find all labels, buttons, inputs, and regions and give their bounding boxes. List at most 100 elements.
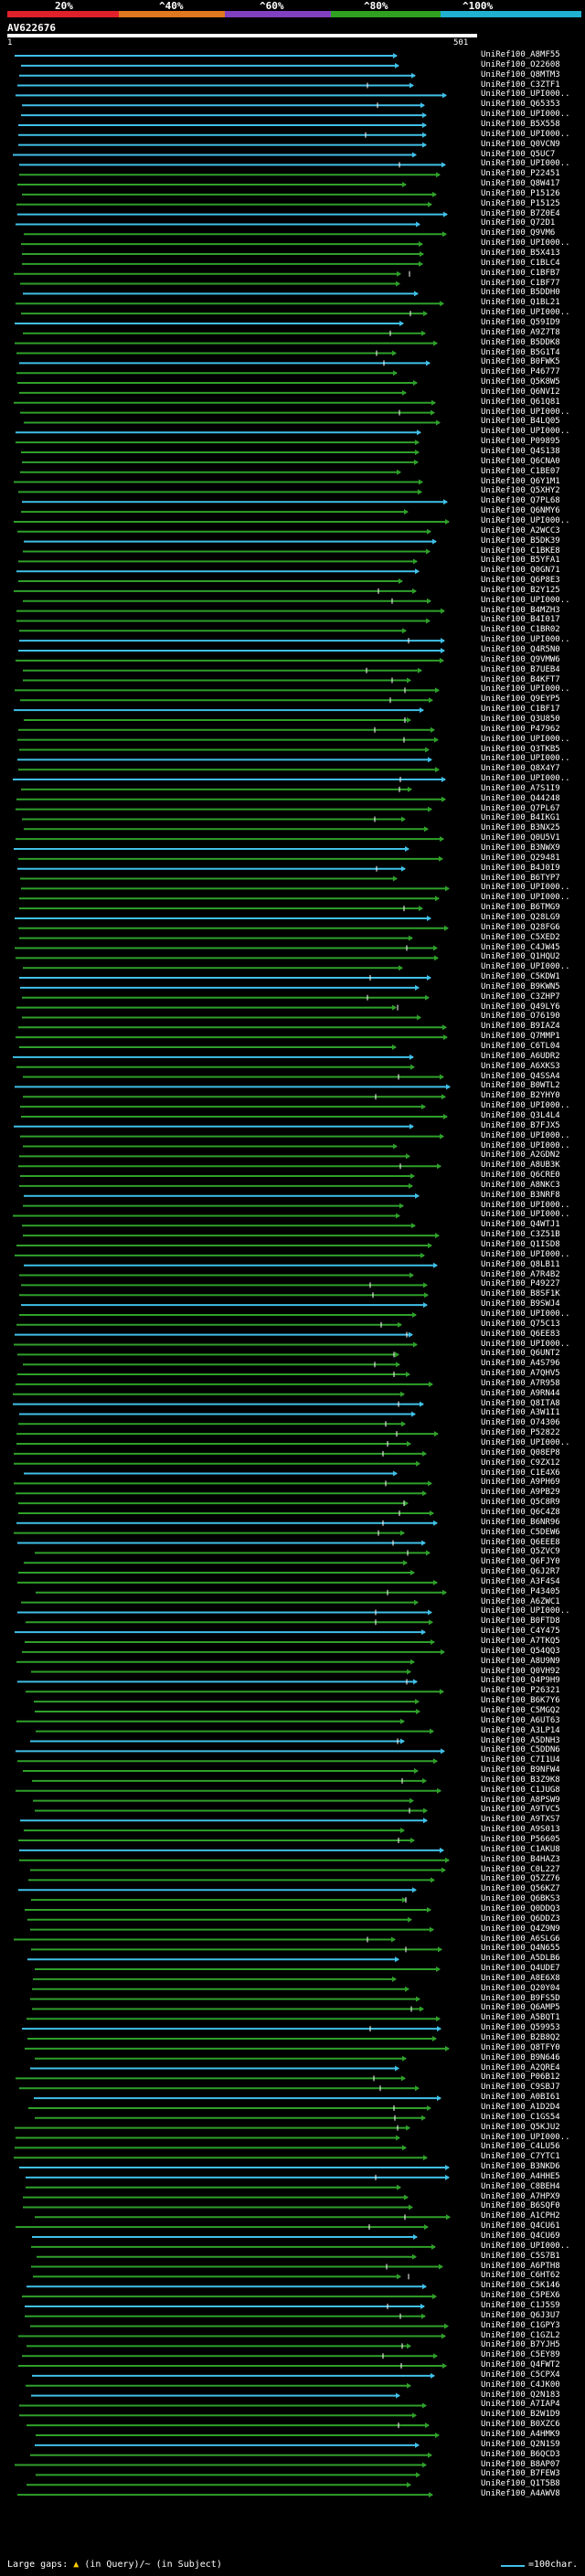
hit-label[interactable]: UniRef100_B8AP07 bbox=[481, 2459, 560, 2469]
hit-label[interactable]: UniRef100_C6TL04 bbox=[481, 1042, 560, 1051]
hit-label[interactable]: UniRef100_P52822 bbox=[481, 1428, 560, 1438]
hit-label[interactable]: UniRef100_Q0U5V1 bbox=[481, 833, 560, 843]
hit-label[interactable]: UniRef100_UPI000.. bbox=[481, 1438, 570, 1447]
hit-label[interactable]: UniRef100_C8BEH4 bbox=[481, 2181, 560, 2191]
hit-label[interactable]: UniRef100_Q6C4Z8 bbox=[481, 1507, 560, 1517]
hit-label[interactable]: UniRef100_C1E4X6 bbox=[481, 1468, 560, 1478]
hit-label[interactable]: UniRef100_B0FTD8 bbox=[481, 1617, 560, 1627]
hit-label[interactable]: UniRef100_C3ZHP7 bbox=[481, 991, 560, 1002]
hit-label[interactable]: UniRef100_Q1BL21 bbox=[481, 298, 560, 308]
hit-label[interactable]: UniRef100_C5CPX4 bbox=[481, 2369, 560, 2380]
hit-label[interactable]: UniRef100_Q9VM6 bbox=[481, 228, 556, 239]
hit-label[interactable]: UniRef100_P56605 bbox=[481, 1835, 560, 1844]
hit-label[interactable]: UniRef100_UPI000.. bbox=[481, 2241, 570, 2251]
hit-label[interactable]: UniRef100_Q6BKS3 bbox=[481, 1894, 560, 1904]
hit-label[interactable]: UniRef100_Q8ITA8 bbox=[481, 1398, 560, 1408]
hit-label[interactable]: UniRef100_B2B8Q2 bbox=[481, 2033, 560, 2042]
hit-label[interactable]: UniRef100_Q6CNA0 bbox=[481, 456, 560, 466]
hit-label[interactable]: UniRef100_A6SLG6 bbox=[481, 1934, 560, 1944]
hit-label[interactable]: UniRef100_Q4S138 bbox=[481, 447, 560, 456]
hit-label[interactable]: UniRef100_UPI000.. bbox=[481, 129, 570, 139]
hit-label[interactable]: UniRef100_Q5ZZ76 bbox=[481, 1874, 560, 1884]
hit-label[interactable]: UniRef100_B3NX25 bbox=[481, 823, 560, 833]
hit-label[interactable]: UniRef100_O76190 bbox=[481, 1012, 560, 1022]
hit-label[interactable]: UniRef100_A7QHV5 bbox=[481, 1369, 560, 1379]
hit-label[interactable]: UniRef100_Q6EEE8 bbox=[481, 1537, 560, 1547]
hit-label[interactable]: UniRef100_Q2N1S9 bbox=[481, 2439, 560, 2449]
hit-label[interactable]: UniRef100_Q72D1 bbox=[481, 218, 556, 228]
hit-label[interactable]: UniRef100_A7R4B2 bbox=[481, 1269, 560, 1279]
hit-label[interactable]: UniRef100_B9FS5D bbox=[481, 1993, 560, 2003]
hit-label[interactable]: UniRef100_Q59953 bbox=[481, 2023, 560, 2033]
hit-label[interactable]: UniRef100_Q8TFY0 bbox=[481, 2042, 560, 2052]
hit-label[interactable]: UniRef100_B6K7Y6 bbox=[481, 1696, 560, 1706]
hit-label[interactable]: UniRef100_UPI000.. bbox=[481, 159, 570, 169]
hit-label[interactable]: UniRef100_C5KDW1 bbox=[481, 972, 560, 982]
hit-label[interactable]: UniRef100_C5DDN6 bbox=[481, 1745, 560, 1755]
hit-label[interactable]: UniRef100_Q5ZVC9 bbox=[481, 1547, 560, 1557]
hit-label[interactable]: UniRef100_Q6AMP5 bbox=[481, 2003, 560, 2013]
hit-label[interactable]: UniRef100_C6HT62 bbox=[481, 2271, 560, 2281]
hit-label[interactable]: UniRef100_A4HHE5 bbox=[481, 2171, 560, 2181]
hit-label[interactable]: UniRef100_Q5XHY2 bbox=[481, 486, 560, 496]
hit-label[interactable]: UniRef100_B5X413 bbox=[481, 249, 560, 258]
hit-label[interactable]: UniRef100_C1BFB7 bbox=[481, 268, 560, 278]
hit-label[interactable]: UniRef100_A4S796 bbox=[481, 1359, 560, 1369]
hit-label[interactable]: UniRef100_A9TVC5 bbox=[481, 1805, 560, 1815]
hit-label[interactable]: UniRef100_UPI000.. bbox=[481, 1309, 570, 1319]
hit-label[interactable]: UniRef100_B0XZC6 bbox=[481, 2420, 560, 2430]
hit-label[interactable]: UniRef100_C7I1U4 bbox=[481, 1755, 560, 1765]
hit-label[interactable]: UniRef100_C1J5S9 bbox=[481, 2300, 560, 2310]
hit-label[interactable]: UniRef100_UPI000.. bbox=[481, 962, 570, 972]
hit-label[interactable]: UniRef100_A1CPH2 bbox=[481, 2211, 560, 2221]
hit-label[interactable]: UniRef100_B4J0I9 bbox=[481, 863, 560, 873]
hit-label[interactable]: UniRef100_Q6J3U7 bbox=[481, 2310, 560, 2320]
hit-label[interactable]: UniRef100_B5YFA1 bbox=[481, 556, 560, 566]
hit-label[interactable]: UniRef100_Q4P9H9 bbox=[481, 1676, 560, 1686]
hit-label[interactable]: UniRef100_C9SBJ7 bbox=[481, 2083, 560, 2093]
hit-label[interactable]: UniRef100_Q0GN71 bbox=[481, 566, 560, 576]
hit-label[interactable]: UniRef100_B8SF1K bbox=[481, 1289, 560, 1299]
hit-label[interactable]: UniRef100_A7HPX9 bbox=[481, 2191, 560, 2201]
hit-label[interactable]: UniRef100_UPI000.. bbox=[481, 1606, 570, 1617]
hit-label[interactable]: UniRef100_C1GZL2 bbox=[481, 2330, 560, 2340]
hit-label[interactable]: UniRef100_B6NR96 bbox=[481, 1517, 560, 1527]
hit-label[interactable]: UniRef100_C5DEW6 bbox=[481, 1527, 560, 1537]
hit-label[interactable]: UniRef100_Q1HQU2 bbox=[481, 952, 560, 962]
hit-label[interactable]: UniRef100_B9NFW4 bbox=[481, 1765, 560, 1776]
hit-label[interactable]: UniRef100_B3NRF8 bbox=[481, 1190, 560, 1200]
hit-label[interactable]: UniRef100_P49227 bbox=[481, 1279, 560, 1289]
hit-label[interactable]: UniRef100_A5DNH3 bbox=[481, 1735, 560, 1745]
hit-label[interactable]: UniRef100_B9IAZ4 bbox=[481, 1022, 560, 1032]
hit-label[interactable]: UniRef100_UPI000.. bbox=[481, 515, 570, 525]
hit-label[interactable]: UniRef100_Q49LY6 bbox=[481, 1002, 560, 1012]
hit-label[interactable]: UniRef100_B5G1T4 bbox=[481, 347, 560, 357]
hit-label[interactable]: UniRef100_Q75C13 bbox=[481, 1319, 560, 1329]
hit-label[interactable]: UniRef100_Q20Y04 bbox=[481, 1983, 560, 1993]
hit-label[interactable]: UniRef100_Q3TKB5 bbox=[481, 744, 560, 754]
hit-label[interactable]: UniRef100_B5DK39 bbox=[481, 535, 560, 546]
hit-label[interactable]: UniRef100_UPI000.. bbox=[481, 754, 570, 764]
hit-label[interactable]: UniRef100_B4KFT7 bbox=[481, 674, 560, 684]
hit-label[interactable]: UniRef100_UPI000.. bbox=[481, 1101, 570, 1111]
hit-label[interactable]: UniRef100_Q7PL68 bbox=[481, 496, 560, 506]
hit-label[interactable]: UniRef100_C5XED2 bbox=[481, 932, 560, 942]
hit-label[interactable]: UniRef100_B3NWX9 bbox=[481, 843, 560, 853]
hit-label[interactable]: UniRef100_B9KWN5 bbox=[481, 981, 560, 991]
hit-label[interactable]: UniRef100_P15125 bbox=[481, 198, 560, 208]
hit-label[interactable]: UniRef100_A7TKQ5 bbox=[481, 1637, 560, 1646]
hit-label[interactable]: UniRef100_A3W1I1 bbox=[481, 1408, 560, 1418]
hit-label[interactable]: UniRef100_UPI000.. bbox=[481, 893, 570, 903]
hit-label[interactable]: UniRef100_A2WCC3 bbox=[481, 525, 560, 535]
hit-label[interactable]: UniRef100_Q7MMP1 bbox=[481, 1032, 560, 1042]
hit-label[interactable]: UniRef100_UPI000.. bbox=[481, 1140, 570, 1150]
hit-label[interactable]: UniRef100_UPI000.. bbox=[481, 427, 570, 437]
hit-label[interactable]: UniRef100_B6SQF0 bbox=[481, 2201, 560, 2211]
hit-label[interactable]: UniRef100_Q6CRE0 bbox=[481, 1171, 560, 1181]
hit-label[interactable]: UniRef100_A2QRE4 bbox=[481, 2062, 560, 2072]
hit-label[interactable]: UniRef100_Q4FWT2 bbox=[481, 2360, 560, 2370]
hit-label[interactable]: UniRef100_Q6J2R7 bbox=[481, 1567, 560, 1577]
hit-label[interactable]: UniRef100_UPI000.. bbox=[481, 1249, 570, 1259]
hit-label[interactable]: UniRef100_UPI000.. bbox=[481, 407, 570, 417]
hit-label[interactable]: UniRef100_Q5C8R9 bbox=[481, 1498, 560, 1508]
